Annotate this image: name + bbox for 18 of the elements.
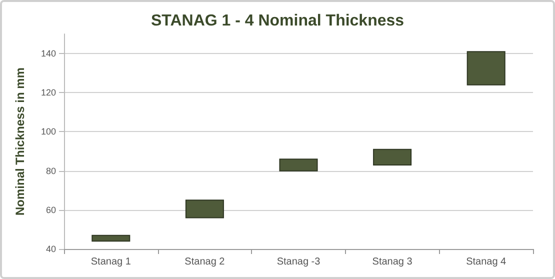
y-axis-title: Nominal Thickness in mm: [13, 67, 27, 216]
y-tick-label: 40: [46, 244, 56, 254]
y-tick-label: 60: [46, 204, 56, 215]
x-tick-label: Stanag 3: [372, 256, 413, 268]
bar: [466, 51, 506, 86]
x-tick-label: Stanag 4: [466, 256, 507, 268]
x-tick-label: Stanag 1: [90, 256, 132, 268]
y-tick-label: 140: [40, 48, 56, 59]
y-tick-label: 100: [40, 126, 56, 137]
y-tick-label: 80: [46, 166, 56, 176]
bar: [279, 158, 318, 172]
chart-title: STANAG 1 - 4 Nominal Thickness: [150, 12, 404, 30]
y-tick-label: 120: [40, 88, 56, 98]
x-tick-label: Stanag -3: [276, 256, 321, 268]
bar: [373, 148, 412, 166]
bar: [92, 234, 130, 242]
x-tick-label: Stanag 2: [184, 256, 226, 268]
bar: [185, 200, 224, 218]
